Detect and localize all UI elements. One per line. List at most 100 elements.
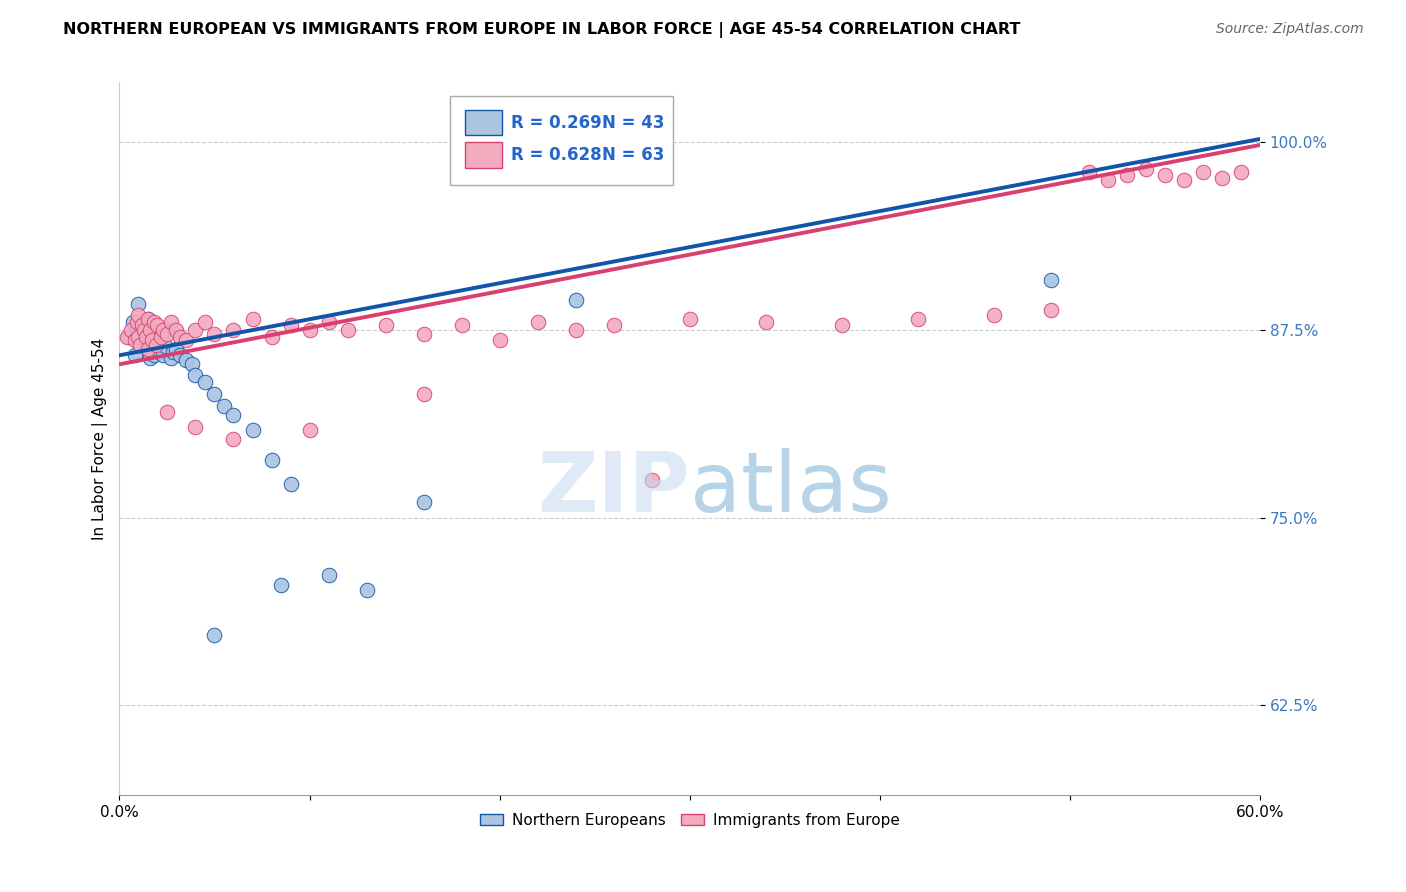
Point <box>336 323 359 337</box>
Point <box>679 312 702 326</box>
Point <box>129 338 152 352</box>
Point <box>412 327 434 342</box>
Point <box>127 330 149 344</box>
Point <box>124 333 146 347</box>
Point <box>136 343 159 357</box>
Point <box>134 323 156 337</box>
Point <box>280 477 302 491</box>
Point <box>488 333 510 347</box>
Point <box>412 495 434 509</box>
Point <box>156 327 179 342</box>
Point <box>242 312 264 326</box>
Point <box>174 333 197 347</box>
Text: N = 43: N = 43 <box>602 113 665 131</box>
Point <box>131 318 153 333</box>
Point <box>194 315 217 329</box>
Point <box>150 330 173 344</box>
Point <box>1211 171 1233 186</box>
Point <box>150 327 173 342</box>
Point <box>141 333 163 347</box>
Point <box>146 330 169 344</box>
Point <box>166 323 188 337</box>
Point <box>152 348 174 362</box>
Point <box>156 405 179 419</box>
Point <box>153 339 176 353</box>
Point <box>134 324 156 338</box>
Point <box>1192 165 1215 179</box>
Text: R = 0.628: R = 0.628 <box>510 145 602 163</box>
Point <box>222 409 245 423</box>
Point <box>1097 172 1119 186</box>
Point <box>1173 172 1195 186</box>
Point <box>1039 273 1062 287</box>
Point <box>162 345 184 359</box>
Point <box>1116 168 1139 182</box>
Text: atlas: atlas <box>690 448 891 529</box>
Point <box>166 343 188 357</box>
Point <box>412 387 434 401</box>
Point <box>831 318 853 333</box>
Point <box>1230 165 1253 179</box>
Point <box>136 312 159 326</box>
Point <box>127 333 149 347</box>
Point <box>450 318 472 333</box>
Point <box>270 578 292 592</box>
Point <box>318 567 340 582</box>
Point <box>180 357 202 371</box>
Point <box>298 423 321 437</box>
Point <box>184 368 207 382</box>
Point <box>184 420 207 434</box>
Point <box>907 312 929 326</box>
Point <box>136 312 159 326</box>
Point <box>641 473 664 487</box>
Point <box>145 339 167 353</box>
Point <box>152 323 174 337</box>
Point <box>145 338 167 352</box>
Point <box>983 308 1005 322</box>
Point <box>204 327 226 342</box>
Point <box>260 453 283 467</box>
Point <box>135 330 157 344</box>
Point <box>139 323 162 337</box>
Point <box>280 318 302 333</box>
Point <box>121 315 143 329</box>
Point <box>194 376 217 390</box>
Point <box>136 343 159 357</box>
Point <box>148 345 170 359</box>
Point <box>139 351 162 366</box>
Point <box>564 293 586 307</box>
Legend: Northern Europeans, Immigrants from Europe: Northern Europeans, Immigrants from Euro… <box>474 807 905 834</box>
Point <box>1154 168 1177 182</box>
Point <box>260 330 283 344</box>
Y-axis label: In Labor Force | Age 45-54: In Labor Force | Age 45-54 <box>93 337 108 540</box>
Point <box>124 348 146 362</box>
FancyBboxPatch shape <box>450 96 672 186</box>
Point <box>156 323 179 337</box>
Point <box>127 297 149 311</box>
Point <box>1135 161 1157 176</box>
Point <box>374 318 396 333</box>
Point <box>115 330 138 344</box>
Point <box>212 400 235 414</box>
Point <box>169 330 191 344</box>
Point <box>602 318 624 333</box>
Point <box>125 323 148 337</box>
FancyBboxPatch shape <box>465 142 502 168</box>
Point <box>125 315 148 329</box>
Point <box>204 628 226 642</box>
Point <box>1077 165 1099 179</box>
Point <box>131 318 153 333</box>
Text: Source: ZipAtlas.com: Source: ZipAtlas.com <box>1216 22 1364 37</box>
Point <box>127 308 149 322</box>
Point <box>169 348 191 362</box>
Text: N = 63: N = 63 <box>602 145 664 163</box>
Point <box>356 582 378 597</box>
Point <box>135 333 157 347</box>
Point <box>564 323 586 337</box>
Point <box>142 315 165 329</box>
Point <box>298 323 321 337</box>
Point <box>222 323 245 337</box>
Point <box>174 352 197 367</box>
Point <box>184 323 207 337</box>
Text: R = 0.269: R = 0.269 <box>510 113 602 131</box>
